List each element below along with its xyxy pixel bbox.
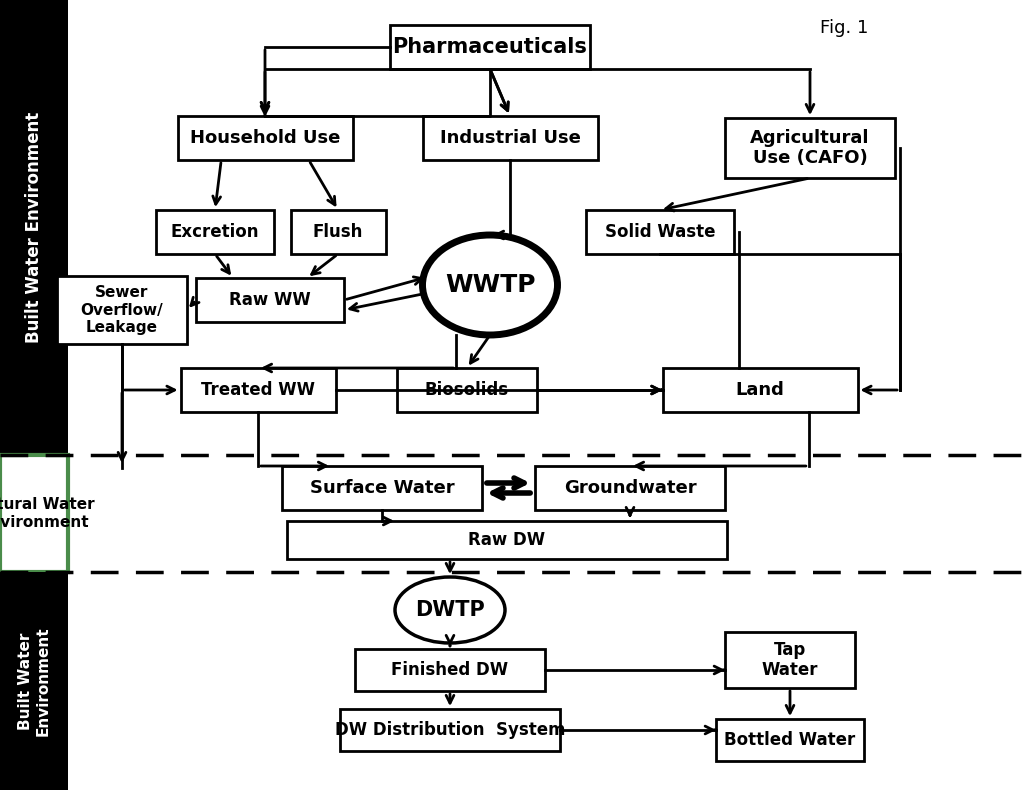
- Bar: [291, 210, 385, 254]
- Text: WWTP: WWTP: [444, 273, 536, 297]
- Text: Bottled Water: Bottled Water: [724, 731, 856, 749]
- Bar: [0, 0, 68, 455]
- Bar: [287, 521, 727, 559]
- Bar: [355, 649, 545, 691]
- Text: Groundwater: Groundwater: [563, 479, 696, 497]
- Text: Built Water Environment: Built Water Environment: [25, 112, 43, 343]
- Text: DW Distribution  System: DW Distribution System: [335, 721, 565, 739]
- Bar: [196, 278, 344, 322]
- Ellipse shape: [395, 577, 505, 643]
- Bar: [282, 466, 482, 510]
- Bar: [663, 368, 857, 412]
- Text: Biosolids: Biosolids: [425, 381, 509, 399]
- Text: Natural Water
Environment: Natural Water Environment: [0, 497, 95, 530]
- Bar: [725, 632, 855, 688]
- Bar: [0, 572, 68, 790]
- Text: Raw DW: Raw DW: [468, 531, 546, 549]
- Text: Excretion: Excretion: [171, 223, 259, 241]
- Text: Household Use: Household Use: [189, 129, 340, 147]
- Text: Sewer
Overflow/
Leakage: Sewer Overflow/ Leakage: [81, 285, 164, 335]
- Text: Agricultural
Use (CAFO): Agricultural Use (CAFO): [751, 129, 869, 167]
- Bar: [535, 466, 725, 510]
- Text: Land: Land: [735, 381, 784, 399]
- Bar: [340, 709, 560, 751]
- Bar: [716, 719, 864, 761]
- Ellipse shape: [423, 235, 557, 335]
- Text: Built Water
Environment: Built Water Environment: [17, 626, 50, 735]
- Text: Treated WW: Treated WW: [201, 381, 315, 399]
- Bar: [0, 455, 68, 572]
- Text: Industrial Use: Industrial Use: [439, 129, 581, 147]
- Text: Tap
Water: Tap Water: [762, 641, 818, 679]
- Bar: [586, 210, 734, 254]
- Text: DWTP: DWTP: [415, 600, 485, 620]
- Bar: [725, 118, 895, 178]
- Text: Flush: Flush: [312, 223, 364, 241]
- Text: Surface Water: Surface Water: [309, 479, 455, 497]
- Bar: [397, 368, 537, 412]
- Bar: [390, 25, 590, 69]
- Bar: [177, 116, 352, 160]
- Text: Finished DW: Finished DW: [391, 661, 509, 679]
- Text: Fig. 1: Fig. 1: [820, 19, 868, 37]
- Bar: [156, 210, 274, 254]
- Text: Solid Waste: Solid Waste: [605, 223, 715, 241]
- Bar: [423, 116, 597, 160]
- Bar: [180, 368, 336, 412]
- Bar: [57, 276, 187, 344]
- Text: Pharmaceuticals: Pharmaceuticals: [392, 37, 588, 57]
- Text: Raw WW: Raw WW: [229, 291, 311, 309]
